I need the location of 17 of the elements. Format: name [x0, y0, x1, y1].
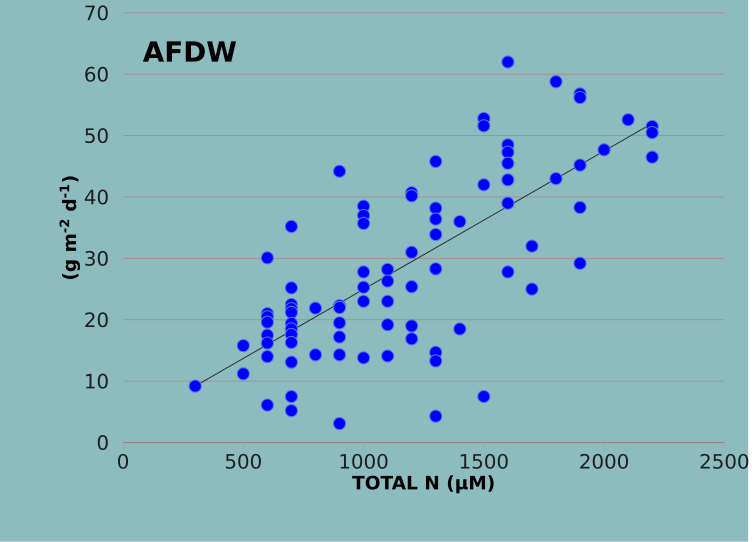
- x-tick-label: 0: [118, 454, 128, 469]
- x-tick-label: 1000: [340, 454, 388, 469]
- x-tick-label: 500: [226, 454, 261, 469]
- y-axis-title: (g m$^{-2}$ d$^{-1}$): [60, 176, 80, 280]
- text: AFDW: [142, 42, 236, 62]
- y-tick-label: 0: [98, 435, 108, 450]
- y-tick-label: 60: [85, 66, 108, 82]
- x-tick-label: 2500: [700, 454, 748, 469]
- y-tick-label: 20: [85, 312, 108, 328]
- y-tick-label: 70: [85, 5, 108, 21]
- y-tick-label: 30: [85, 251, 108, 266]
- y-tick-label: 10: [86, 374, 108, 389]
- y-tick-label: 40: [84, 190, 108, 205]
- x-tick-label: 2000: [580, 454, 628, 469]
- x-axis-title: TOTAL N (µM): [352, 475, 494, 494]
- x-tick-label: 1500: [460, 454, 508, 469]
- y-tick-label: 50: [85, 128, 108, 144]
